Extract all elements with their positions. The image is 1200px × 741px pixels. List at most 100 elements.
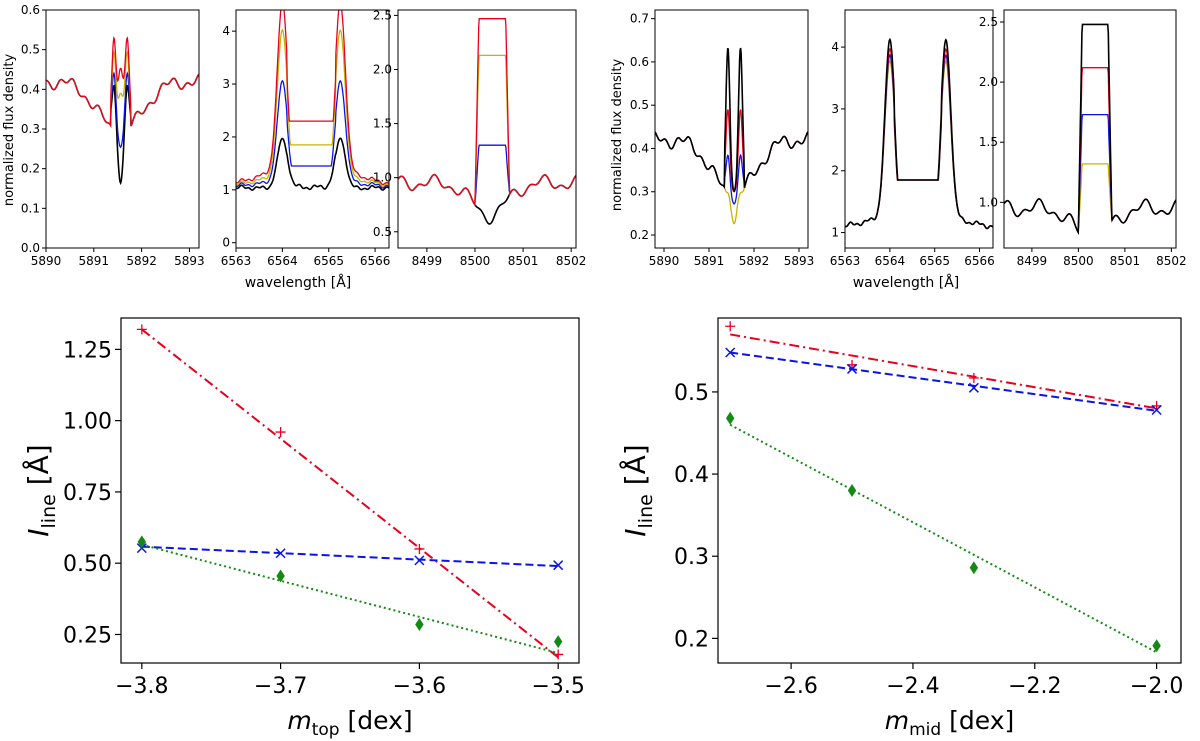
y-tick-label: 1.0 [373, 171, 392, 185]
spectrum-line-red [46, 36, 199, 128]
y-tick-label: 0.5 [373, 225, 392, 239]
data-point-green [415, 618, 424, 632]
panel-frame [844, 9, 994, 249]
plot-frame [717, 317, 1182, 664]
y-tick-label: 0.2 [21, 162, 40, 176]
x-tick-label: −2.4 [886, 674, 939, 699]
spectrum-line-black [845, 37, 993, 230]
data-point-blue [275, 548, 286, 559]
y-tick-label: 3 [831, 102, 839, 116]
x-tick-label: 6566 [964, 254, 995, 268]
y-tick-label: 0.2 [674, 627, 709, 652]
x-tick-label: −2.0 [1130, 674, 1183, 699]
plot-frame [120, 317, 580, 664]
y-tick-label: 4 [222, 24, 230, 38]
spectrum-line-gold [1004, 163, 1176, 235]
data-point-green [847, 484, 857, 497]
data-point-red [968, 372, 979, 383]
spectrum-line-gold [845, 59, 993, 230]
x-tick-label: 5890 [31, 254, 62, 268]
data-point-blue [968, 382, 979, 393]
left-xlabel: wavelength [Å] [245, 274, 352, 291]
y-tick-label: 0 [222, 236, 230, 250]
x-tick-label: 8501 [1110, 254, 1141, 268]
data-point-green [553, 635, 563, 649]
data-point-green [276, 569, 285, 583]
data-point-red [414, 543, 425, 554]
x-tick-label: −2.2 [1008, 674, 1061, 699]
x-tick-label: −3.8 [115, 674, 168, 699]
right-spectra-group: normalized flux density wavelength [Å] 5… [610, 9, 1187, 291]
x-tick-label: −3.7 [254, 674, 307, 699]
spectrum-line-black [46, 73, 199, 186]
y-tick-label: 0.4 [674, 463, 709, 488]
y-tick-label: 0.5 [21, 43, 40, 57]
x-tick-label: 8499 [1017, 254, 1048, 268]
panel-frame [654, 9, 809, 249]
x-tick-label: 6566 [360, 254, 391, 268]
data-point-blue [1151, 404, 1162, 416]
x-tick-label: −2.6 [764, 674, 817, 699]
panel-frame [1003, 9, 1177, 249]
x-tick-label: 5893 [784, 254, 815, 268]
y-tick-label: 0.0 [21, 241, 40, 255]
left-panel-cat: 8499 8500 8501 8502 0.5 1.0 1.5 2.0 2.5 [373, 8, 587, 268]
spectrum-line-red [398, 18, 576, 207]
fit-line-green [729, 423, 1158, 654]
data-point-red [725, 321, 736, 332]
data-point-green [137, 535, 147, 549]
spectrum-line-red [845, 47, 993, 230]
y-tick-label: 0.3 [21, 122, 40, 136]
y-tick-label: 0.4 [21, 82, 40, 96]
right-panel-halpha: 6563 6564 6565 6566 1 2 3 4 [830, 9, 995, 268]
y-tick-label: 0.7 [630, 12, 649, 26]
bottom-right-plot: −2.6 −2.4 −2.2 −2.0 0.2 0.3 0.4 0.5 mmid [dex] Il… [618, 317, 1183, 740]
left-panel-halpha: 6563 6564 6565 6566 0 1 2 3 4 [221, 9, 391, 268]
x-tick-label: 8499 [412, 254, 443, 268]
y-tick-label: 0.75 [63, 481, 112, 506]
fit-line-red [141, 328, 559, 659]
y-tick-label: 1 [831, 226, 839, 240]
y-tick-label: 2.0 [979, 75, 998, 89]
right-panel-cat: 8499 8500 8501 8502 1.0 1.5 2.0 2.5 [979, 9, 1187, 268]
panel-frame [45, 9, 200, 249]
data-point-red [136, 324, 147, 335]
y-tick-label: 0.6 [21, 3, 40, 17]
y-tick-label: 0.6 [630, 55, 649, 69]
right-panel-nad: 5890 5891 5892 5893 0.2 0.3 0.4 0.5 0.6 0.7 [630, 9, 815, 268]
data-point-red [553, 649, 564, 660]
data-point-green [725, 411, 735, 425]
y-tick-label: 1.25 [63, 338, 112, 363]
x-tick-label: −3.6 [393, 674, 446, 699]
x-tick-label: 5892 [739, 254, 770, 268]
spectrum-line-black [655, 47, 808, 193]
y-tick-label: 2 [831, 164, 839, 178]
data-point-blue [553, 560, 564, 571]
bottom-left-plot: −3.8 −3.7 −3.6 −3.5 0.25 0.50 0.75 1.00 1.25 mtop… [21, 317, 585, 740]
x-tick-label: 8501 [508, 254, 539, 268]
y-tick-label: 3 [222, 77, 230, 91]
fit-line-red [730, 333, 1157, 410]
fit-line-blue [141, 545, 559, 568]
left-panel-nad: 5890 5891 5892 5893 0.0 0.1 0.2 0.3 0.4 0.5 0.6 [21, 3, 205, 268]
data-point-blue [414, 555, 425, 566]
spectrum-line-blue [236, 79, 389, 189]
spectrum-line-blue [398, 144, 576, 207]
y-tick-label: 0.3 [630, 185, 649, 199]
x-tick-label: 6565 [919, 254, 950, 268]
y-tick-label: 2.5 [979, 15, 998, 29]
left-spectra-group: normalized flux density wavelength [Å] 5… [2, 3, 587, 291]
x-tick-label: 6564 [267, 254, 298, 268]
y-tick-label: 4 [831, 40, 839, 54]
x-tick-label: 6565 [313, 254, 344, 268]
y-tick-label: 2.5 [373, 8, 392, 22]
x-tick-label: 5890 [649, 254, 680, 268]
y-tick-label: 2.0 [373, 63, 392, 77]
y-tick-label: 0.3 [674, 545, 709, 570]
y-tick-label: 0.4 [630, 141, 649, 155]
y-tick-label: 1.00 [63, 410, 112, 435]
y-axis-label: Iline [Å] [618, 444, 657, 536]
panel-frame [235, 9, 390, 249]
y-tick-label: 0.1 [21, 201, 40, 215]
x-tick-label: 6564 [875, 254, 906, 268]
